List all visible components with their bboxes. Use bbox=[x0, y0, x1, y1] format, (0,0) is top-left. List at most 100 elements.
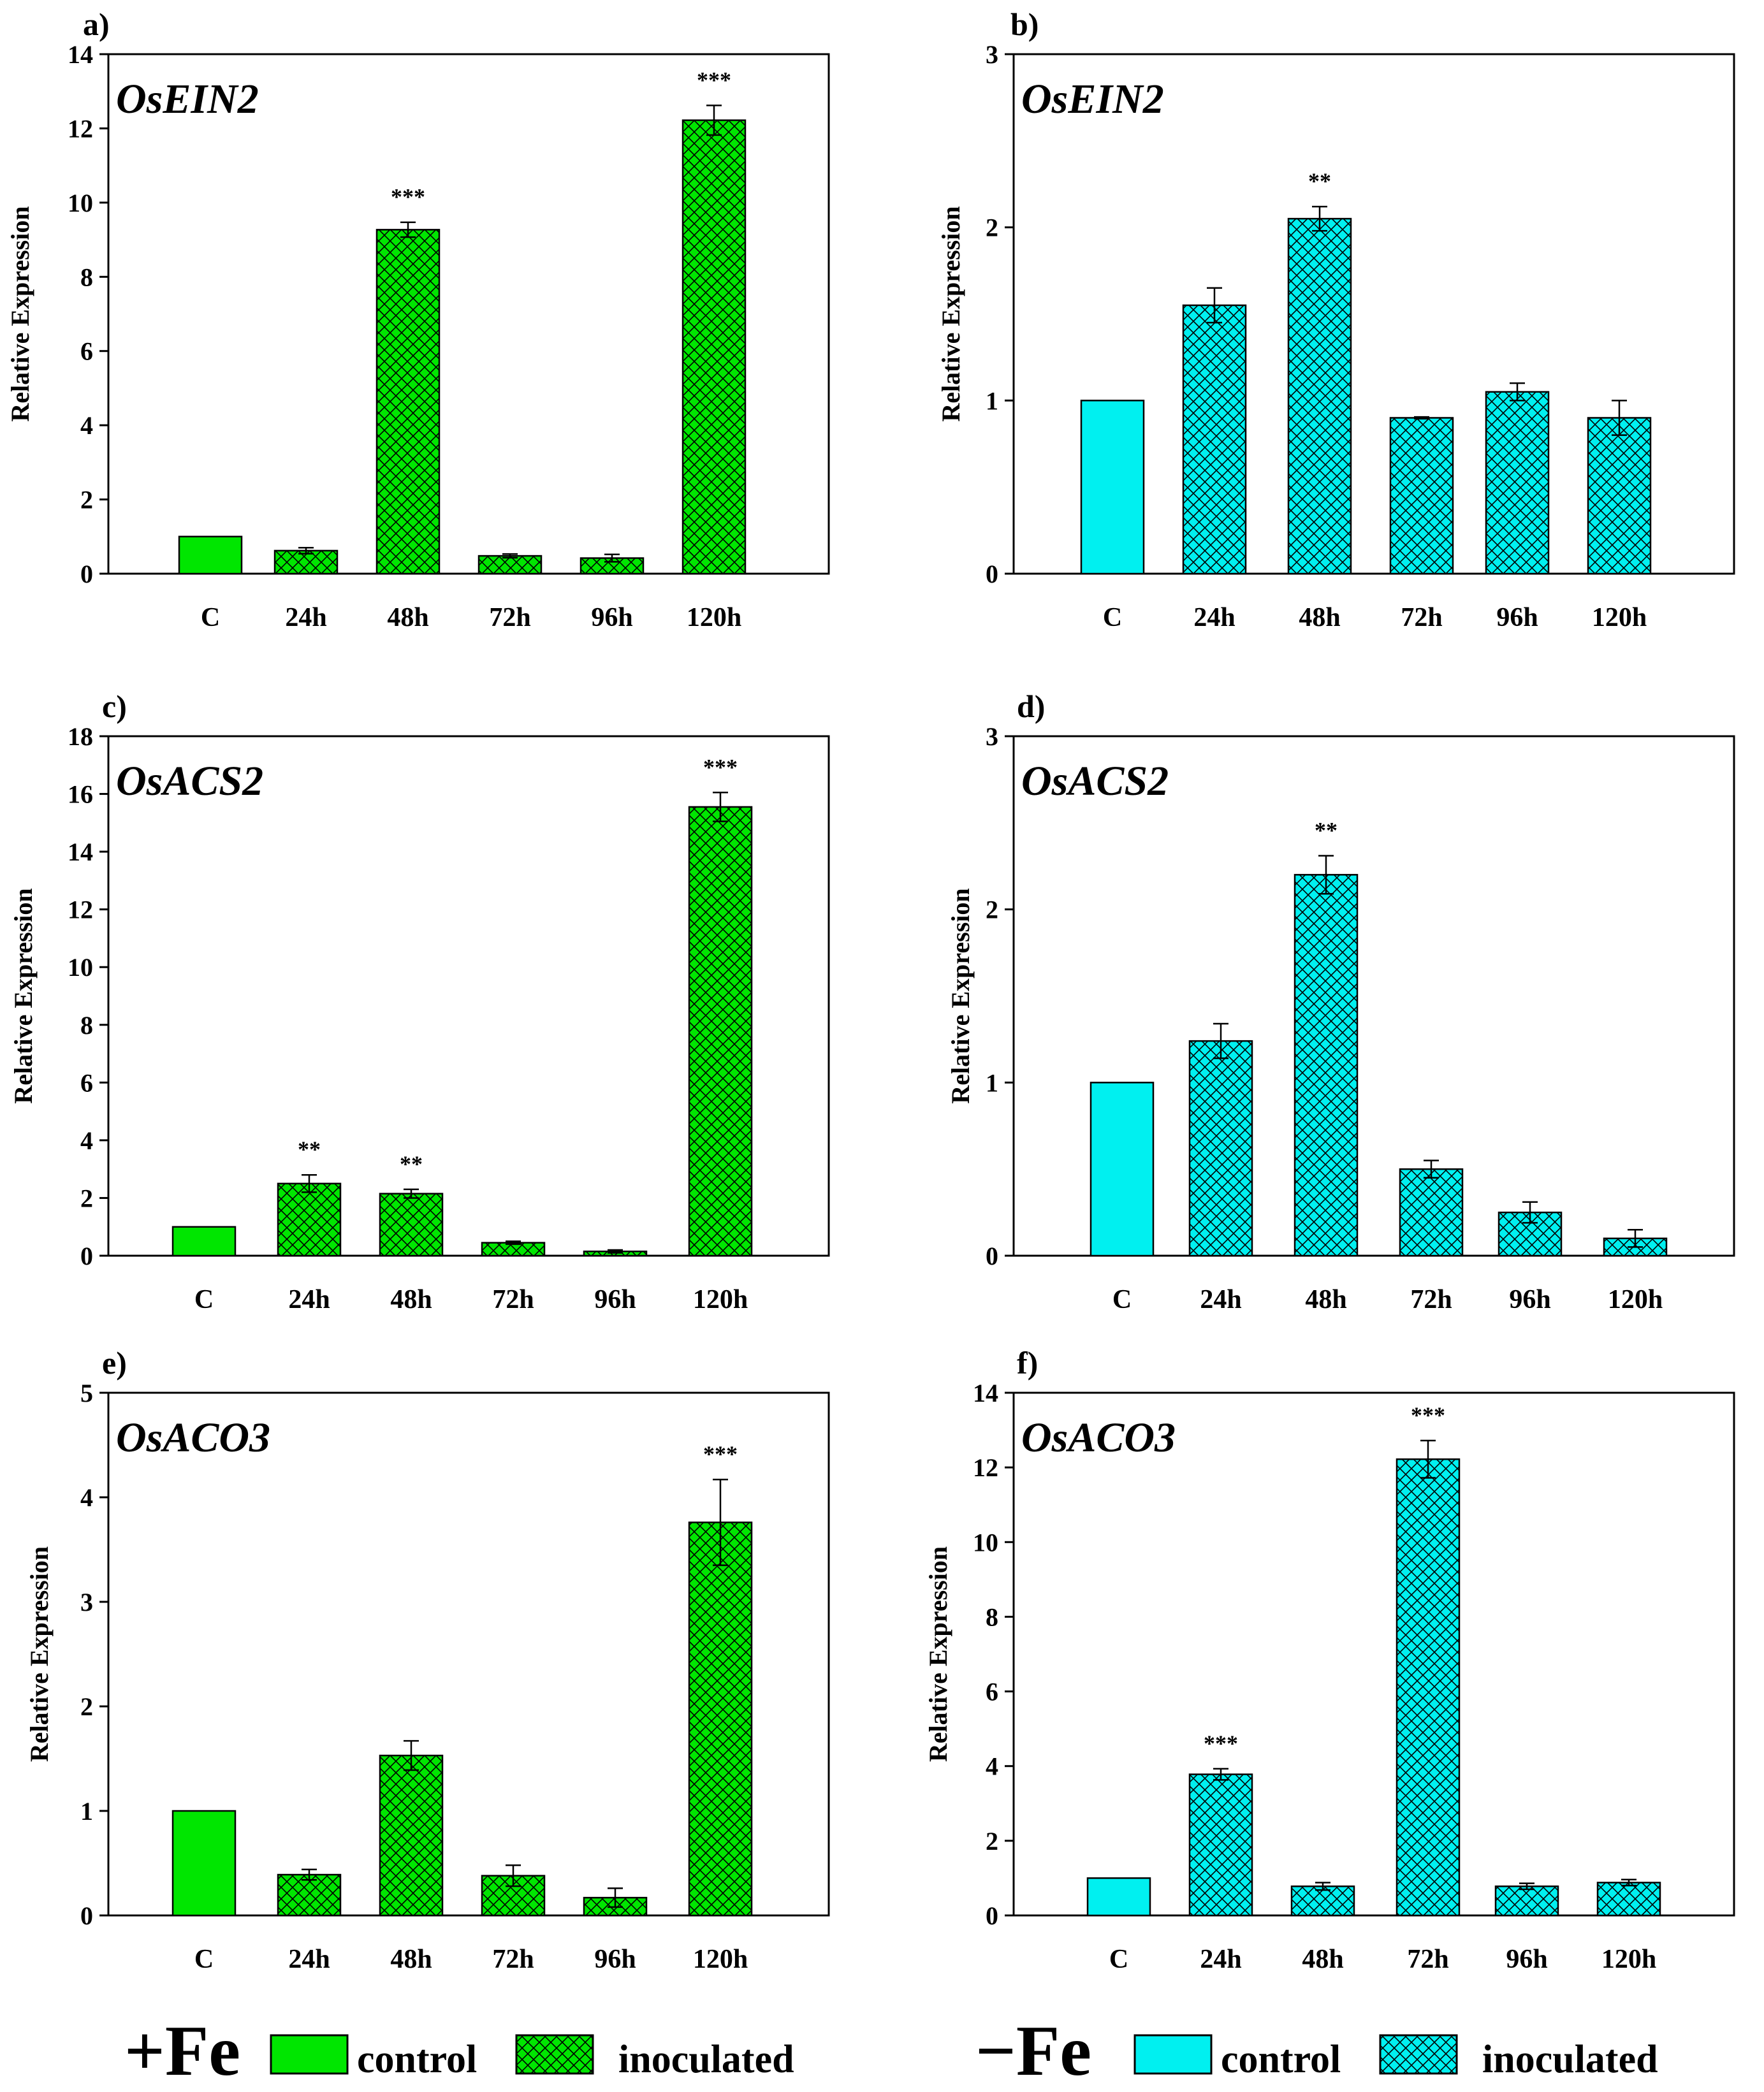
y-tick-label: 5 bbox=[80, 1379, 93, 1407]
significance-marker: ** bbox=[1315, 817, 1338, 843]
y-tick-label: 2 bbox=[80, 1184, 93, 1212]
legend-plusFe: +Fe control inoculated bbox=[124, 2012, 794, 2091]
bar-24h bbox=[273, 549, 339, 575]
error-bar-96h bbox=[1522, 1201, 1538, 1224]
bar-C bbox=[171, 1226, 237, 1257]
panel-label: d) bbox=[1017, 688, 1045, 724]
y-tick-label: 18 bbox=[68, 722, 93, 751]
gene-title: OsEIN2 bbox=[116, 76, 259, 122]
significance-marker: *** bbox=[697, 67, 731, 92]
y-tick-label: 0 bbox=[986, 1242, 998, 1270]
error-bar-72h bbox=[502, 553, 518, 559]
x-tick-label: 120h bbox=[693, 1945, 748, 1974]
error-bar-24h bbox=[1213, 1768, 1228, 1781]
error-bar-72h bbox=[1424, 1159, 1439, 1179]
chart-panel-c: c) OsACS2 0 2 4 6 8 10 12 14 16 18 Relative Expressi… bbox=[9, 688, 830, 1314]
y-tick-label: 8 bbox=[80, 263, 93, 291]
y-tick-label: 10 bbox=[973, 1528, 998, 1557]
bar-120h bbox=[682, 119, 747, 575]
significance-marker: ** bbox=[298, 1137, 321, 1162]
bar-24h bbox=[1188, 1773, 1253, 1917]
error-bar-24h bbox=[298, 547, 314, 555]
y-tick-label: 3 bbox=[986, 722, 998, 751]
error-bar-120h bbox=[1628, 1229, 1643, 1248]
gene-title: OsACO3 bbox=[1021, 1414, 1176, 1461]
chart-panel-f: f) OsACO3 0 2 4 6 8 10 12 14 Relative Expression C *… bbox=[924, 1345, 1735, 1974]
y-tick-label: 14 bbox=[68, 838, 93, 866]
error-bar-24h bbox=[1213, 1022, 1228, 1059]
x-tick-label: C bbox=[1103, 603, 1122, 632]
legend-swatch-control bbox=[270, 2034, 349, 2075]
legend-title: −Fe bbox=[975, 2012, 1091, 2091]
bar-C bbox=[1080, 400, 1145, 575]
error-bar-120h bbox=[713, 792, 728, 822]
y-tick-label: 3 bbox=[80, 1588, 93, 1616]
x-tick-label: 48h bbox=[1305, 1285, 1346, 1314]
bar-48h bbox=[379, 1193, 444, 1257]
x-tick-label: 96h bbox=[1496, 603, 1538, 632]
error-bar-96h bbox=[608, 1249, 623, 1254]
y-axis-label: Relative Expression bbox=[9, 888, 38, 1103]
y-tick-label: 10 bbox=[68, 953, 93, 982]
legend-swatch-inoculated bbox=[1379, 2034, 1458, 2075]
panel-label: c) bbox=[102, 688, 127, 724]
legend-label-control: control bbox=[357, 2038, 477, 2081]
panel-label: a) bbox=[83, 6, 110, 42]
significance-marker: *** bbox=[1204, 1731, 1238, 1756]
y-tick-label: 8 bbox=[986, 1602, 998, 1631]
y-tick-label: 2 bbox=[986, 214, 998, 242]
legend-minusFe: −Fe control inoculated bbox=[975, 2012, 1658, 2091]
y-tick-label: 0 bbox=[986, 560, 998, 588]
x-tick-label: 120h bbox=[693, 1285, 748, 1314]
gene-title: OsACS2 bbox=[1021, 758, 1169, 804]
significance-marker: *** bbox=[703, 1441, 738, 1467]
error-bar-24h bbox=[1207, 287, 1222, 324]
error-bar-96h bbox=[604, 553, 620, 563]
bar-48h bbox=[375, 229, 441, 575]
error-bar-96h bbox=[608, 1887, 623, 1908]
x-tick-label: 48h bbox=[1302, 1945, 1343, 1974]
x-tick-label: C bbox=[194, 1945, 214, 1974]
error-bar-48h bbox=[404, 1188, 419, 1199]
y-tick-label: 3 bbox=[986, 40, 998, 69]
x-tick-label: 48h bbox=[390, 1945, 432, 1974]
legend-title: +Fe bbox=[124, 2012, 240, 2091]
x-tick-label: 24h bbox=[288, 1285, 330, 1314]
chart-panel-a: a)OsEIN2 0 2 4 6 8 10 12 14 Relative Expression C 2… bbox=[6, 6, 830, 632]
bar-C bbox=[1090, 1082, 1155, 1257]
error-bar-72h bbox=[506, 1864, 521, 1887]
y-tick-label: 8 bbox=[80, 1011, 93, 1040]
legend-label-control: control bbox=[1221, 2038, 1341, 2081]
y-tick-label: 4 bbox=[80, 1126, 93, 1155]
bar-C bbox=[178, 535, 243, 575]
x-tick-label: 24h bbox=[285, 603, 326, 632]
y-tick-label: 1 bbox=[986, 386, 998, 415]
bar-24h bbox=[277, 1182, 342, 1257]
gene-title: OsACS2 bbox=[116, 758, 263, 804]
error-bar-72h bbox=[1414, 416, 1429, 420]
x-tick-label: C bbox=[1109, 1945, 1128, 1974]
bar-C bbox=[1086, 1877, 1151, 1917]
significance-marker: ** bbox=[1308, 168, 1331, 194]
bar-96h bbox=[1485, 391, 1550, 575]
x-tick-label: 48h bbox=[1299, 603, 1340, 632]
y-tick-label: 14 bbox=[68, 40, 93, 69]
error-bar-120h bbox=[1621, 1878, 1636, 1887]
y-tick-label: 12 bbox=[973, 1453, 998, 1482]
legend-swatch-control bbox=[1133, 2034, 1213, 2075]
y-axis-label: Relative Expression bbox=[937, 206, 965, 421]
y-tick-label: 6 bbox=[986, 1678, 998, 1706]
x-tick-label: 48h bbox=[390, 1285, 432, 1314]
significance-marker: ** bbox=[400, 1151, 423, 1177]
y-tick-label: 14 bbox=[973, 1379, 998, 1407]
bar-72h bbox=[1389, 417, 1454, 575]
y-tick-label: 10 bbox=[68, 189, 93, 217]
error-bar-120h bbox=[1612, 400, 1627, 436]
error-bar-72h bbox=[1420, 1439, 1436, 1479]
x-tick-label: 24h bbox=[1193, 603, 1235, 632]
panel-label: f) bbox=[1017, 1345, 1038, 1381]
y-tick-label: 12 bbox=[68, 896, 93, 924]
error-bar-72h bbox=[506, 1240, 521, 1246]
error-bar-96h bbox=[1510, 382, 1525, 402]
